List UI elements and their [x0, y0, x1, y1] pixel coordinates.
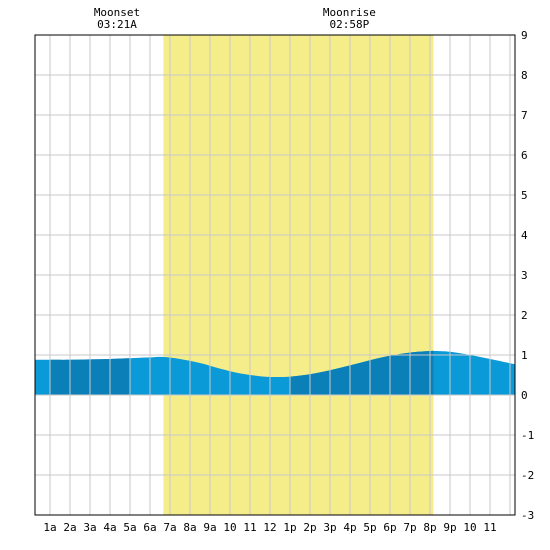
x-tick-label: 2p [303, 521, 316, 534]
x-tick-label: 6a [143, 521, 156, 534]
moon-event-label: Moonrise [323, 6, 376, 19]
grid-layer [35, 35, 515, 515]
x-tick-label: 10 [463, 521, 476, 534]
y-tick-label: -2 [521, 469, 534, 482]
x-tick-label: 4p [343, 521, 356, 534]
y-tick-label: 4 [521, 229, 528, 242]
x-tick-label: 12 [263, 521, 276, 534]
x-tick-label: 8a [183, 521, 196, 534]
y-tick-label: 8 [521, 69, 528, 82]
x-axis-ticks: 1a 2a 3a 4a 5a 6a 7a 8a 9a 10 11 12 1p 2p 3p 4p 5p 6p 7p 8p… [43, 521, 496, 534]
x-tick-label: 4a [103, 521, 116, 534]
x-tick-label: 3a [83, 521, 96, 534]
y-tick-label: 0 [521, 389, 528, 402]
y-tick-label: 1 [521, 349, 528, 362]
y-tick-label: 6 [521, 149, 528, 162]
x-tick-label: 7p [403, 521, 416, 534]
x-tick-label: 11 [243, 521, 256, 534]
x-tick-label: 5a [123, 521, 136, 534]
y-tick-label: 2 [521, 309, 528, 322]
plot-frame [34, 34, 516, 516]
moon-event-time: 03:21A [97, 18, 137, 31]
x-tick-label: 1a [43, 521, 56, 534]
y-tick-label: -1 [521, 429, 534, 442]
x-tick-label: 2a [63, 521, 76, 534]
x-tick-label: 8p [423, 521, 436, 534]
x-tick-label: 3p [323, 521, 336, 534]
x-tick-label: 1p [283, 521, 296, 534]
y-tick-label: 9 [521, 29, 528, 42]
moon-event-label: Moonset [94, 6, 140, 19]
x-tick-label: 10 [223, 521, 236, 534]
y-tick-label: 7 [521, 109, 528, 122]
x-tick-label: 7a [163, 521, 176, 534]
x-tick-label: 5p [363, 521, 376, 534]
y-tick-label: 5 [521, 189, 528, 202]
y-tick-label: 3 [521, 269, 528, 282]
x-tick-label: 9a [203, 521, 216, 534]
x-tick-label: 11 [483, 521, 496, 534]
x-tick-label: 6p [383, 521, 396, 534]
x-tick-label: 9p [443, 521, 456, 534]
y-tick-label: -3 [521, 509, 534, 522]
tide-area-dark-band [290, 350, 434, 395]
moon-event-time: 02:58P [330, 18, 370, 31]
y-axis-ticks: -3 -2 -1 0 1 2 3 4 5 6 7 8 9 [521, 29, 534, 522]
